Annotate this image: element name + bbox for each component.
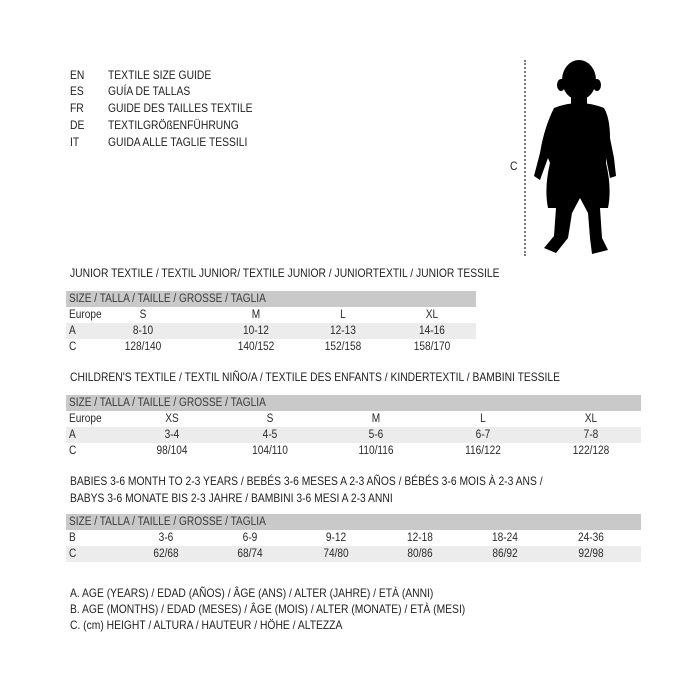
table-cell: L xyxy=(340,309,346,321)
title-de: TEXTILGRÖßENFÜHRUNG xyxy=(108,118,239,132)
table-cell: 7-8 xyxy=(583,429,599,441)
table-cell: 24-36 xyxy=(578,532,604,544)
row-label: B xyxy=(69,532,76,544)
table-row: Europe XS S M L XL xyxy=(66,411,641,427)
row-label: A xyxy=(69,429,76,441)
table-cell: M xyxy=(251,309,261,321)
table-header-label: SIZE / TALLA / TAILLE / GRÖSSE / TAGLIA xyxy=(69,397,266,409)
table-cell: 80/86 xyxy=(407,548,433,560)
section-heading: BABIES 3-6 MONTH TO 2-3 YEARS / BEBÉS 3-… xyxy=(70,474,543,488)
size-table: SIZE / TALLA / TAILLE / GRÖSSE / TAGLIA B… xyxy=(66,514,641,562)
table-cell: 122/128 xyxy=(572,445,610,457)
table-header-row: SIZE / TALLA / TAILLE / GRÖSSE / TAGLIA xyxy=(66,395,641,411)
table-row: B 3-6 6-9 9-12 12-18 18-24 24-36 xyxy=(66,530,641,546)
table-cell: 6-7 xyxy=(475,429,491,441)
legend-c: C. (cm) HEIGHT / ALTURA / HAUTEUR / HÖHE… xyxy=(70,618,343,632)
legend-a: A. AGE (YEARS) / EDAD (AÑOS) / ÂGE (ANS)… xyxy=(70,586,434,600)
table-cell: 8-10 xyxy=(132,325,154,337)
title-es: GUÍA DE TALLAS xyxy=(108,84,191,98)
table-cell: 62/68 xyxy=(153,548,179,560)
table-cell: 86/92 xyxy=(492,548,518,560)
table-cell: 68/74 xyxy=(237,548,263,560)
row-label: C xyxy=(69,445,77,457)
table-cell: 12-13 xyxy=(330,325,356,337)
table-cell: 110/116 xyxy=(358,445,394,457)
table-cell: 6-9 xyxy=(242,532,258,544)
table-row: A 3-4 4-5 5-6 6-7 7-8 xyxy=(66,427,641,443)
table-row: C 98/104 104/110 110/116 116/122 122/128 xyxy=(66,443,641,459)
table-cell: 12-18 xyxy=(407,532,433,544)
table-cell: 92/98 xyxy=(578,548,604,560)
table-cell: 74/80 xyxy=(323,548,349,560)
table-row: C 128/140 140/152 152/158 158/170 xyxy=(66,339,476,355)
lang-code-it: IT xyxy=(70,135,80,149)
table-cell: 128/140 xyxy=(124,341,162,353)
section-heading: CHILDREN'S TEXTILE / TEXTIL NIÑO/A / TEX… xyxy=(70,370,561,384)
lang-code-es: ES xyxy=(70,84,84,98)
table-header-row: SIZE / TALLA / TAILLE / GRÖSSE / TAGLIA xyxy=(66,291,476,307)
table-cell: 104/110 xyxy=(252,445,288,457)
section-heading: JUNIOR TEXTILE / TEXTIL JUNIOR/ TEXTILE … xyxy=(70,266,500,280)
title-fr: GUIDE DES TAILLES TEXTILE xyxy=(108,101,253,115)
table-cell: 5-6 xyxy=(368,429,384,441)
size-table: SIZE / TALLA / TAILLE / GRÖSSE / TAGLIA E… xyxy=(66,395,641,459)
legend-b: B. AGE (MONTHS) / EDAD (MESES) / ÂGE (MO… xyxy=(70,602,466,616)
row-label: A xyxy=(69,325,76,337)
table-cell: 98/104 xyxy=(156,445,188,457)
table-header-label: SIZE / TALLA / TAILLE / GRÖSSE / TAGLIA xyxy=(69,516,266,528)
row-label: C xyxy=(69,548,77,560)
table-cell: 14-16 xyxy=(419,325,445,337)
table-cell: 18-24 xyxy=(492,532,518,544)
table-header-row: SIZE / TALLA / TAILLE / GRÖSSE / TAGLIA xyxy=(66,514,641,530)
table-row: C 62/68 68/74 74/80 80/86 86/92 92/98 xyxy=(66,546,641,562)
row-label: Europe xyxy=(69,413,102,425)
row-label: Europe xyxy=(69,309,102,321)
table-header-label: SIZE / TALLA / TAILLE / GRÖSSE / TAGLIA xyxy=(69,293,266,305)
table-cell: 9-12 xyxy=(325,532,347,544)
height-measure-label: C xyxy=(510,159,518,173)
table-cell: 140/152 xyxy=(237,341,275,353)
table-cell: M xyxy=(371,413,381,425)
table-cell: 10-12 xyxy=(243,325,269,337)
table-cell: 3-4 xyxy=(164,429,180,441)
table-cell: XL xyxy=(584,413,598,425)
height-measure-line xyxy=(524,60,526,256)
size-table: SIZE / TALLA / TAILLE / GRÖSSE / TAGLIA E… xyxy=(66,291,476,355)
lang-code-fr: FR xyxy=(70,101,84,115)
section-heading: BABYS 3-6 MONATE BIS 2-3 JAHRE / BAMBINI… xyxy=(70,491,393,505)
table-cell: L xyxy=(480,413,486,425)
table-cell: 4-5 xyxy=(262,429,278,441)
table-cell: XS xyxy=(165,413,179,425)
table-cell: 116/122 xyxy=(465,445,501,457)
table-row: A 8-10 10-12 12-13 14-16 xyxy=(66,323,476,339)
table-cell: 152/158 xyxy=(324,341,362,353)
lang-code-en: EN xyxy=(70,68,85,82)
table-cell: 3-6 xyxy=(158,532,174,544)
child-silhouette-icon xyxy=(534,60,616,254)
row-label: C xyxy=(69,341,77,353)
table-cell: 158/170 xyxy=(413,341,451,353)
table-cell: S xyxy=(266,413,274,425)
table-row: Europe S M L XL xyxy=(66,307,476,323)
title-en: TEXTILE SIZE GUIDE xyxy=(108,68,212,82)
table-cell: XL xyxy=(425,309,439,321)
title-it: GUIDA ALLE TAGLIE TESSILI xyxy=(108,135,248,149)
table-cell: S xyxy=(139,309,147,321)
lang-code-de: DE xyxy=(70,118,85,132)
